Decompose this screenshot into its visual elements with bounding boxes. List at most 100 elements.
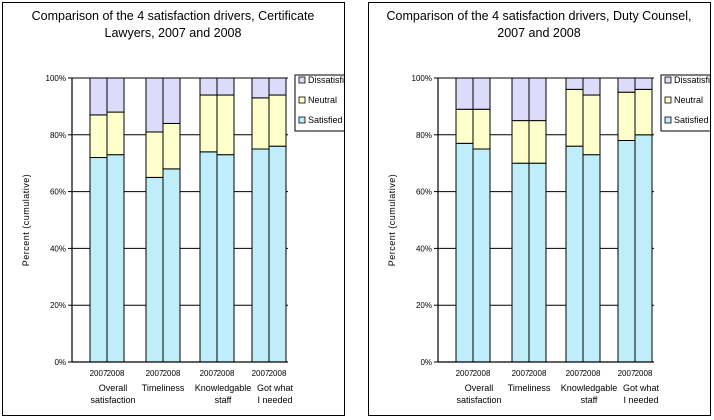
category-label: satisfaction: [90, 395, 135, 405]
year-label: 2007: [618, 369, 636, 378]
bar-neutral: [455, 108, 474, 144]
category-label: staff: [215, 395, 232, 405]
year-label: 2007: [566, 369, 584, 378]
bar-dissatisfied: [106, 77, 125, 113]
bar-dissatisfied: [617, 77, 636, 93]
chart-title-line: Comparison of the 4 satisfaction drivers…: [32, 9, 315, 23]
bar-neutral: [216, 94, 235, 156]
bar-satisfied: [582, 154, 601, 363]
legend-label: Dissatisfied: [674, 75, 710, 85]
year-label: 2008: [583, 369, 601, 378]
bar-neutral: [199, 94, 218, 153]
category-label: Knowledgable: [561, 383, 618, 393]
bar-satisfied: [455, 142, 474, 363]
category-label: Knowledgable: [195, 383, 252, 393]
bar-neutral: [89, 114, 108, 159]
legend-swatch: [664, 96, 672, 104]
year-label: 2007: [200, 369, 218, 378]
bar-dissatisfied: [455, 77, 474, 110]
chart-title-line: Lawyers, 2007 and 2008: [105, 26, 242, 40]
bar-neutral: [511, 120, 530, 164]
y-tick-label: 100%: [412, 74, 432, 83]
bar-dissatisfied: [162, 77, 181, 124]
bar-neutral: [106, 111, 125, 156]
chart-panel-duty-counsel: Comparison of the 4 satisfaction drivers…: [368, 2, 711, 416]
y-tick-label: 0%: [420, 358, 432, 367]
y-axis-label: Percent (cumulative): [387, 174, 397, 267]
bar-dissatisfied: [565, 77, 584, 90]
year-label: 2008: [217, 369, 235, 378]
chart-title-line: Comparison of the 4 satisfaction drivers…: [387, 9, 692, 23]
category-label: I needed: [257, 395, 292, 405]
legend-label: Dissatisfied: [308, 75, 344, 85]
year-label: 2007: [456, 369, 474, 378]
legend-swatch: [664, 116, 672, 124]
bar-dissatisfied: [472, 77, 491, 110]
bar-dissatisfied: [511, 77, 530, 122]
chart-certificate-lawyers: Comparison of the 4 satisfaction drivers…: [21, 9, 344, 405]
bar-satisfied: [565, 145, 584, 363]
bar-satisfied: [268, 145, 287, 363]
y-tick-label: 40%: [50, 244, 66, 253]
bar-satisfied: [617, 139, 636, 363]
bar-dissatisfied: [268, 77, 287, 96]
year-label: 2008: [269, 369, 287, 378]
legend-label: Satisfied: [674, 115, 709, 125]
y-tick-label: 20%: [416, 301, 432, 310]
bar-satisfied: [89, 157, 108, 363]
bar-dissatisfied: [251, 77, 270, 99]
bar-neutral: [268, 94, 287, 147]
legend-label: Neutral: [308, 95, 337, 105]
y-tick-label: 20%: [50, 301, 66, 310]
category-label: staff: [581, 395, 598, 405]
year-label: 2008: [529, 369, 547, 378]
y-tick-label: 60%: [50, 188, 66, 197]
bar-satisfied: [199, 151, 218, 363]
legend-swatch: [298, 116, 306, 124]
category-label: Overall: [465, 383, 494, 393]
legend-label: Neutral: [674, 95, 703, 105]
bar-dissatisfied: [199, 77, 218, 96]
bar-satisfied: [106, 154, 125, 363]
category-label: Overall: [99, 383, 128, 393]
bar-neutral: [634, 88, 653, 136]
bar-satisfied: [634, 134, 653, 363]
bar-dissatisfied: [582, 77, 601, 96]
bar-neutral: [162, 122, 181, 170]
category-label: Timeliness: [142, 383, 185, 393]
legend-swatch: [298, 96, 306, 104]
category-label: Got what: [623, 383, 660, 393]
chart-panel-certificate-lawyers: Comparison of the 4 satisfaction drivers…: [2, 2, 345, 416]
year-label: 2008: [635, 369, 653, 378]
legend-swatch: [298, 76, 306, 84]
bar-satisfied: [251, 148, 270, 363]
bar-neutral: [251, 97, 270, 150]
bar-satisfied: [145, 176, 164, 363]
chart-title-line: 2007 and 2008: [497, 26, 580, 40]
year-label: 2008: [473, 369, 491, 378]
legend-swatch: [664, 76, 672, 84]
y-tick-label: 100%: [46, 74, 66, 83]
y-tick-label: 60%: [416, 188, 432, 197]
bar-neutral: [617, 91, 636, 141]
y-tick-label: 0%: [54, 358, 66, 367]
year-label: 2007: [90, 369, 108, 378]
chart-duty-counsel: Comparison of the 4 satisfaction drivers…: [387, 9, 710, 405]
bar-dissatisfied: [216, 77, 235, 96]
category-label: Timeliness: [508, 383, 551, 393]
bar-satisfied: [528, 162, 547, 363]
year-label: 2007: [146, 369, 164, 378]
bar-neutral: [565, 88, 584, 147]
year-label: 2008: [107, 369, 125, 378]
category-label: satisfaction: [456, 395, 501, 405]
bar-satisfied: [511, 162, 530, 363]
bar-dissatisfied: [634, 77, 653, 90]
y-tick-label: 40%: [416, 244, 432, 253]
category-label: I needed: [623, 395, 658, 405]
bar-dissatisfied: [89, 77, 108, 116]
bar-neutral: [145, 131, 164, 178]
y-tick-label: 80%: [50, 131, 66, 140]
year-label: 2008: [163, 369, 181, 378]
bar-dissatisfied: [528, 77, 547, 122]
category-label: Got what: [257, 383, 294, 393]
